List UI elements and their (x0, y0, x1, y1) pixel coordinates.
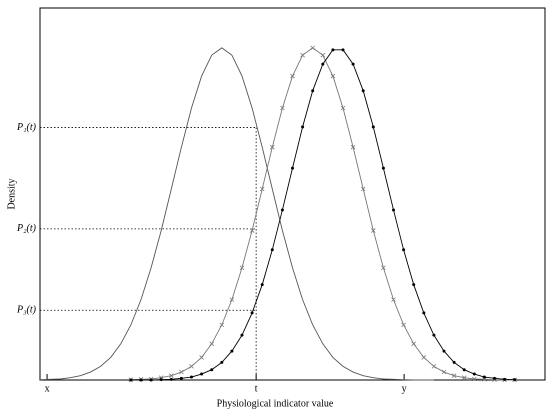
marker (270, 248, 274, 252)
marker (139, 378, 143, 382)
marker (401, 322, 406, 328)
marker (291, 166, 294, 170)
marker (209, 341, 214, 347)
marker (422, 311, 426, 315)
marker (351, 62, 355, 66)
marker (482, 375, 486, 379)
y-tick-label: P₁(t) (16, 122, 37, 133)
marker (421, 355, 427, 360)
marker (169, 377, 173, 381)
marker (461, 375, 467, 380)
marker (503, 377, 507, 381)
marker (229, 297, 235, 302)
marker (280, 105, 285, 111)
marker (321, 62, 325, 66)
marker (280, 208, 284, 212)
marker (402, 248, 406, 252)
marker (190, 375, 193, 379)
marker (249, 228, 255, 233)
marker (179, 369, 184, 375)
marker (392, 208, 395, 212)
marker (310, 45, 315, 51)
marker (199, 355, 204, 360)
marker (472, 372, 476, 376)
marker (300, 52, 305, 58)
marker (239, 265, 245, 271)
y-tick-label: P₃(t) (16, 305, 37, 316)
marker (259, 186, 265, 192)
marker (412, 283, 416, 287)
marker (482, 377, 487, 382)
marker (361, 89, 365, 93)
x-axis-title: Physiological indicator value (217, 398, 334, 409)
marker (320, 52, 326, 58)
marker (350, 144, 356, 150)
marker (431, 364, 437, 369)
marker (411, 341, 416, 347)
marker (210, 368, 214, 372)
marker (513, 378, 517, 382)
marker (330, 73, 336, 79)
marker (432, 333, 436, 337)
curve (39, 47, 434, 381)
curve (130, 49, 515, 381)
x-tick-label: x (45, 383, 50, 394)
marker (159, 378, 163, 382)
marker (451, 373, 457, 378)
marker (441, 369, 447, 375)
marker (381, 265, 386, 271)
plot-frame (39, 7, 546, 381)
marker (270, 144, 275, 150)
marker (311, 89, 315, 93)
marker (452, 360, 456, 364)
marker (169, 373, 174, 378)
x-tick-label: y (402, 383, 407, 394)
marker (240, 333, 244, 337)
marker (442, 349, 446, 353)
marker (200, 372, 204, 376)
marker (472, 376, 477, 382)
marker (341, 48, 345, 52)
marker (371, 125, 375, 129)
marker (462, 368, 466, 372)
marker (493, 376, 496, 380)
marker (301, 125, 305, 129)
marker (340, 105, 346, 111)
marker (219, 322, 225, 328)
marker (331, 48, 335, 52)
marker (179, 376, 183, 380)
marker (129, 378, 133, 382)
marker (391, 297, 396, 302)
marker (230, 349, 234, 353)
marker (250, 311, 254, 315)
marker (220, 360, 224, 364)
y-tick-label: P₂(t) (16, 223, 37, 234)
marker (360, 186, 366, 192)
marker (260, 283, 264, 287)
marker (381, 166, 385, 170)
marker (290, 73, 295, 79)
x-tick-label: t (255, 383, 258, 394)
y-axis-title: Density (6, 178, 17, 209)
curve (130, 47, 515, 381)
marker (371, 228, 376, 233)
marker (149, 378, 153, 382)
marker (189, 364, 194, 369)
